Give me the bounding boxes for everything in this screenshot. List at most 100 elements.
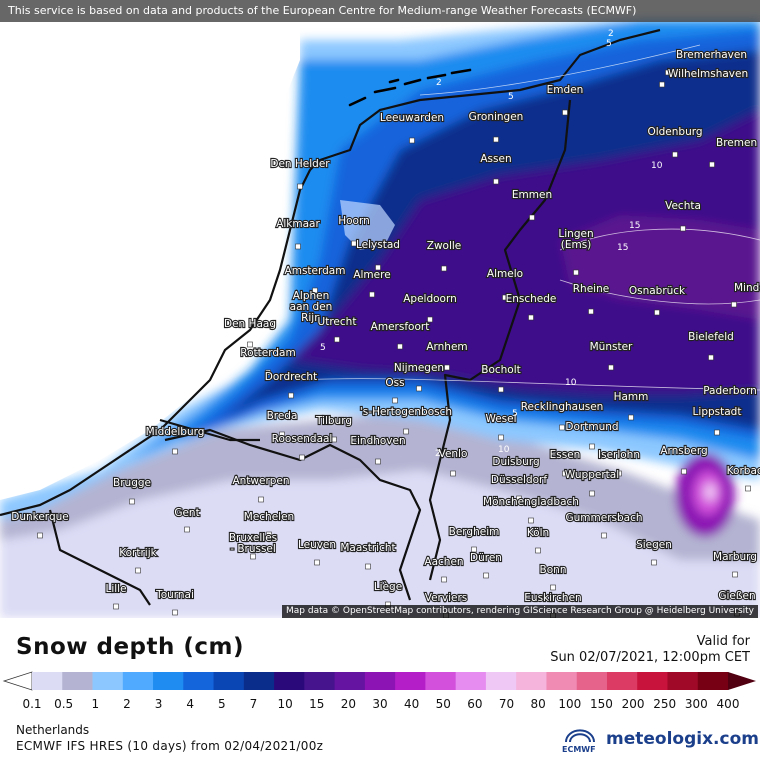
scale-tick-label: 3 xyxy=(154,697,163,711)
city-label-recklinghausen: Recklinghausen xyxy=(521,401,604,413)
city-layer: Bremerhaven Wilhelmshaven Emden Leeuwarden G… xyxy=(10,29,760,619)
city-marker-wuppertal xyxy=(589,490,595,497)
contour-label: 2 xyxy=(608,29,614,39)
nl-be-border xyxy=(164,428,422,601)
city-marker-lingen-ems xyxy=(573,269,579,276)
map-attribution[interactable]: Map data © OpenStreetMap contributors, r… xyxy=(282,605,758,618)
city-label-lille: Lille xyxy=(105,583,126,595)
scale-swatch xyxy=(122,672,154,690)
city-marker-arnhem xyxy=(444,364,450,371)
city-label-den-helder: Den Helder xyxy=(270,158,330,170)
city-marker-siegen xyxy=(651,559,657,566)
city-label-mechelen: Mechelen xyxy=(244,511,294,523)
city-marker-middelburg xyxy=(172,448,178,455)
city-marker-lille xyxy=(113,603,119,610)
city-label-paderborn: Paderborn xyxy=(703,385,757,397)
city-marker-paderborn xyxy=(727,408,733,415)
scale-tick-label: 1 xyxy=(91,697,100,711)
city-label-tournai: Tournai xyxy=(155,589,194,601)
city-marker-zwolle xyxy=(441,265,447,272)
city-label-assen: Assen xyxy=(480,153,511,165)
city-marker-d-sseldorf xyxy=(516,495,522,502)
scale-tick-label: 10 xyxy=(277,697,293,711)
city-marker-bocholt xyxy=(498,386,504,393)
city-label-alphen-aan-den-rijn: Alphen aan den Rijn xyxy=(290,290,333,324)
city-label-siegen: Siegen xyxy=(636,539,672,551)
city-marker-korbach xyxy=(745,485,751,492)
scale-tick-label: 0.1 xyxy=(22,697,42,711)
city-marker-rotterdam xyxy=(265,369,271,376)
snow-band-0-5 xyxy=(0,410,760,560)
city-marker-dunkerque xyxy=(37,532,43,539)
city-marker-hoorn xyxy=(351,240,357,247)
scale-swatch xyxy=(606,672,638,690)
ijsselmeer xyxy=(340,200,395,250)
city-label-apeldoorn: Apeldoorn xyxy=(403,293,457,305)
snow-depth-map[interactable]: Bremerhaven Wilhelmshaven Emden Leeuwarden G… xyxy=(0,0,760,619)
contours xyxy=(299,44,760,391)
city-label-iserlohn: Iserlohn xyxy=(598,449,640,461)
city-label-leeuwarden: Leeuwarden xyxy=(380,112,444,124)
city-marker-rheine xyxy=(588,308,594,315)
city-marker-m-nster xyxy=(608,364,614,371)
city-label-korbach: Korbach xyxy=(727,465,760,477)
city-marker-nijmegen xyxy=(416,385,422,392)
contour-label: 15 xyxy=(629,221,640,231)
city-marker-amersfoort xyxy=(397,343,403,350)
model-label: ECMWF IFS HRES (10 days) from 02/04/2021… xyxy=(16,739,324,753)
city-label-marburg: Marburg xyxy=(713,551,757,563)
scale-swatch xyxy=(576,672,608,690)
city-label-groningen: Groningen xyxy=(469,111,524,123)
color-scale-bar xyxy=(2,671,756,691)
city-marker-s-hertogenbosch xyxy=(403,428,409,435)
city-label-bocholt: Bocholt xyxy=(481,364,521,376)
city-label-hamm: Hamm xyxy=(614,391,649,403)
city-marker-gent xyxy=(184,526,190,533)
city-label-almere: Almere xyxy=(353,269,390,281)
city-marker-den-helder xyxy=(297,183,303,190)
city-label-gummersbach: Gummersbach xyxy=(565,512,642,524)
city-label-gie-en: Gießen xyxy=(718,590,755,602)
city-label-arnsberg: Arnsberg xyxy=(660,445,707,457)
city-label-bremen: Bremen xyxy=(716,137,757,149)
city-marker-tilburg xyxy=(331,436,337,443)
ecmwf-logo[interactable] xyxy=(560,728,600,758)
city-label-arnhem: Arnhem xyxy=(426,341,467,353)
city-marker-amsterdam xyxy=(312,287,318,294)
city-label-bonn: Bonn xyxy=(540,564,567,576)
city-marker-essen xyxy=(562,470,568,477)
city-label-duisburg: Duisburg xyxy=(492,456,539,468)
city-label-dordrecht: Dordrecht xyxy=(265,371,317,383)
coastline xyxy=(0,28,661,517)
contour-label: 2 xyxy=(435,449,441,459)
scale-arrow-right xyxy=(728,672,756,690)
city-label-s-hertogenbosch: 's-Hertogenbosch xyxy=(360,406,452,418)
scale-tick-label: 40 xyxy=(403,697,420,711)
contour-label: 10 xyxy=(498,445,510,455)
city-marker-roosendaal xyxy=(299,454,305,461)
city-marker-d-ren xyxy=(483,572,489,579)
city-marker-oldenburg xyxy=(672,151,678,158)
city-label-vechta: Vechta xyxy=(665,200,701,212)
city-label-dunkerque: Dunkerque xyxy=(11,511,68,523)
scheldt-estuary xyxy=(159,418,260,442)
meteologix-brand[interactable]: meteologix.com xyxy=(606,729,759,749)
city-label-almelo: Almelo xyxy=(487,268,523,280)
legend-title: Snow depth (cm) xyxy=(16,634,245,660)
contour-label: 10 xyxy=(651,161,663,171)
city-label-emden: Emden xyxy=(547,84,584,96)
scale-swatch xyxy=(334,672,366,690)
be-fr-border xyxy=(48,509,151,606)
scale-tick-label: 60 xyxy=(467,697,483,711)
scale-swatch xyxy=(92,672,124,690)
city-marker-dortmund xyxy=(589,443,595,450)
city-marker-gummersbach xyxy=(601,532,607,539)
scale-swatch xyxy=(667,672,699,690)
city-label-den-haag: Den Haag xyxy=(224,318,276,330)
scale-swatch xyxy=(546,672,578,690)
city-marker-aachen xyxy=(441,576,447,583)
scale-swatch xyxy=(516,672,547,690)
city-marker-duisburg xyxy=(513,477,519,484)
scale-swatch xyxy=(697,672,729,690)
scale-swatch xyxy=(455,672,487,690)
